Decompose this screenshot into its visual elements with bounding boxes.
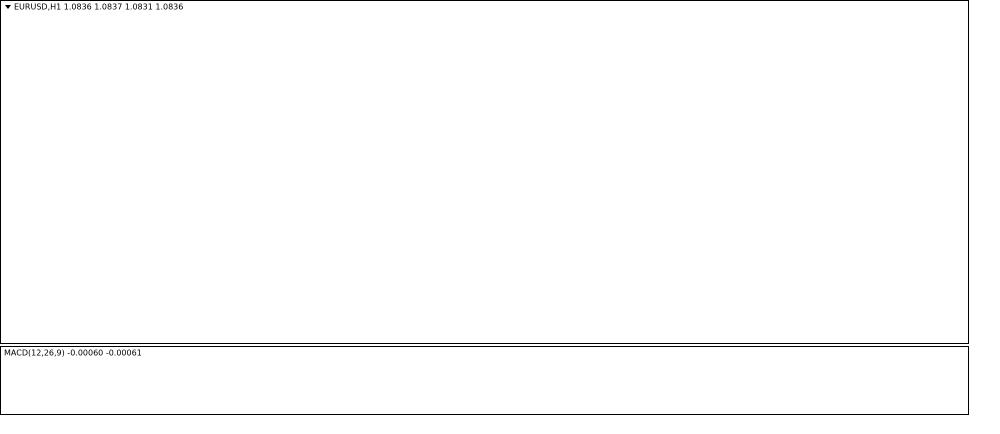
macd-frame (0, 346, 969, 415)
main-frame (0, 0, 969, 344)
chart-title: EURUSD,H1 1.0836 1.0837 1.0831 1.0836 (14, 3, 183, 12)
macd-title: MACD(12,26,9) -0.00060 -0.00061 (4, 349, 142, 358)
menu-icon[interactable] (5, 5, 11, 9)
